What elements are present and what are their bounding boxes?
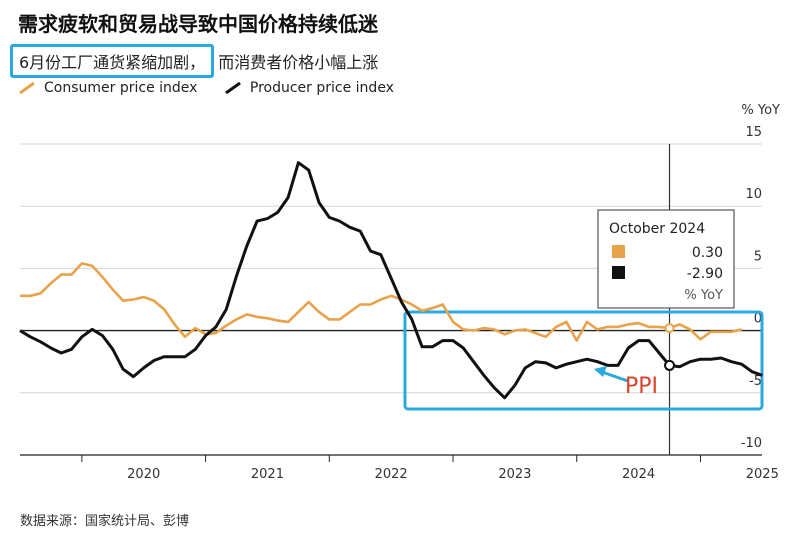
series-line-ppi: [19, 161, 763, 400]
y-tick-label: 10: [745, 187, 762, 202]
tooltip-title: October 2024: [609, 221, 705, 237]
y-tick-label: -5: [749, 374, 762, 389]
legend-swatch-cpi: [19, 82, 35, 94]
x-tick-label: 2021: [251, 467, 284, 482]
ppi-arrow-icon: [601, 370, 629, 383]
x-tick-label: 2023: [498, 467, 531, 482]
cpi-highlight-marker: [664, 323, 675, 334]
chart-subtitle: 6月份工厂通货紧缩加剧， 而消费者价格小幅上涨: [10, 44, 379, 78]
x-tick-label: 2025: [746, 467, 779, 482]
y-axis: 15 10 5 0 -5 -10 % YoY: [741, 103, 780, 451]
x-axis: 2020 2021 2022 2023 2024 2025: [20, 454, 779, 482]
legend-item-cpi[interactable]: Consumer price index: [18, 80, 197, 96]
ppi-highlight-marker: [664, 359, 676, 371]
y-tick-label: -10: [741, 436, 762, 451]
tooltip-swatch-ppi: [612, 266, 625, 279]
ppi-annotation: PPI: [594, 366, 658, 399]
source-note: 数据来源：国家统计局、彭博: [20, 514, 190, 529]
legend-swatch-ppi: [225, 82, 241, 94]
y-tick-label: 5: [754, 249, 762, 264]
tooltip[interactable]: October 2024 0.30 -2.90 % YoY: [597, 209, 735, 309]
x-tick-label: 2020: [127, 467, 160, 482]
chart-title: 需求疲软和贸易战导致中国价格持续低迷: [18, 12, 378, 36]
tooltip-cpi-value: 0.30: [692, 245, 723, 261]
legend-item-ppi[interactable]: Producer price index: [224, 80, 394, 96]
ppi-arrowhead-icon: [594, 366, 607, 377]
y-tick-label: 0: [754, 312, 762, 327]
subtitle-highlight: 6月份工厂通货紧缩加剧，: [10, 44, 215, 78]
tooltip-swatch-cpi: [612, 245, 625, 258]
highlight-box: [403, 310, 764, 411]
chart-legend: Consumer price index Producer price inde…: [18, 80, 416, 98]
subtitle-rest: 而消费者价格小幅上涨: [218, 53, 379, 72]
ppi-annotation-label: PPI: [625, 374, 658, 399]
series-line-cpi: [20, 262, 742, 342]
tooltip-unit: % YoY: [684, 288, 723, 303]
y-tick-label: 15: [745, 125, 762, 140]
y-axis-label: % YoY: [741, 103, 780, 118]
x-tick-label: 2022: [375, 467, 408, 482]
tooltip-ppi-value: -2.90: [687, 266, 723, 282]
legend-label-ppi: Producer price index: [249, 80, 394, 96]
legend-label-cpi: Consumer price index: [44, 80, 198, 96]
x-tick-label: 2024: [622, 467, 655, 482]
